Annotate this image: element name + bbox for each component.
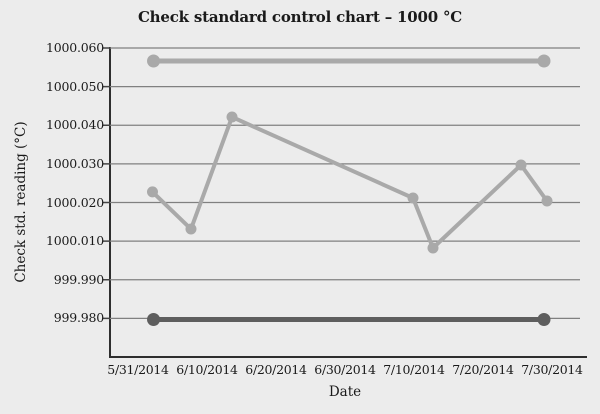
x-tick-label: 7/10/2014: [383, 362, 445, 377]
x-tick-label: 7/20/2014: [452, 362, 514, 377]
data-point-marker-upper-control-limit: [147, 54, 161, 68]
x-axis-line: [109, 356, 587, 358]
data-point-marker-lower-control-limit: [147, 312, 161, 326]
x-tick-label: 6/20/2014: [245, 362, 307, 377]
data-point-marker-check-standard-readings: [427, 242, 439, 254]
x-tick-label: 6/10/2014: [176, 362, 238, 377]
x-tick-label: 7/30/2014: [521, 362, 583, 377]
data-point-marker-check-standard-readings: [146, 186, 158, 198]
data-point-marker-check-standard-readings: [185, 223, 197, 235]
x-axis-title: Date: [328, 384, 362, 400]
data-point-marker-check-standard-readings: [226, 111, 238, 123]
y-tick-label: 1000.030: [45, 155, 104, 171]
data-point-marker-check-standard-readings: [541, 195, 553, 207]
data-point-marker-lower-control-limit: [537, 312, 551, 326]
x-tick-label: 5/31/2014: [107, 362, 169, 377]
y-tick-label: 1000.050: [45, 78, 104, 94]
data-point-marker-check-standard-readings: [407, 192, 419, 204]
chart-title: Check standard control chart – 1000 °C: [137, 8, 463, 26]
plot-area: [103, 47, 580, 357]
y-tick-label: 1000.020: [45, 194, 104, 210]
chart-plot: [103, 47, 580, 326]
y-tick-label: 1000.060: [45, 40, 104, 55]
y-tick-label: 1000.010: [45, 233, 104, 249]
data-point-marker-check-standard-readings: [515, 159, 527, 171]
y-tick-label: 1000.040: [45, 117, 104, 133]
x-tick-label: 6/30/2014: [314, 362, 376, 377]
y-tick-label: 999.980: [53, 310, 104, 326]
y-tick-label: 999.990: [53, 271, 104, 287]
data-point-marker-upper-control-limit: [537, 54, 551, 68]
series-line-check-standard-readings: [150, 114, 550, 250]
